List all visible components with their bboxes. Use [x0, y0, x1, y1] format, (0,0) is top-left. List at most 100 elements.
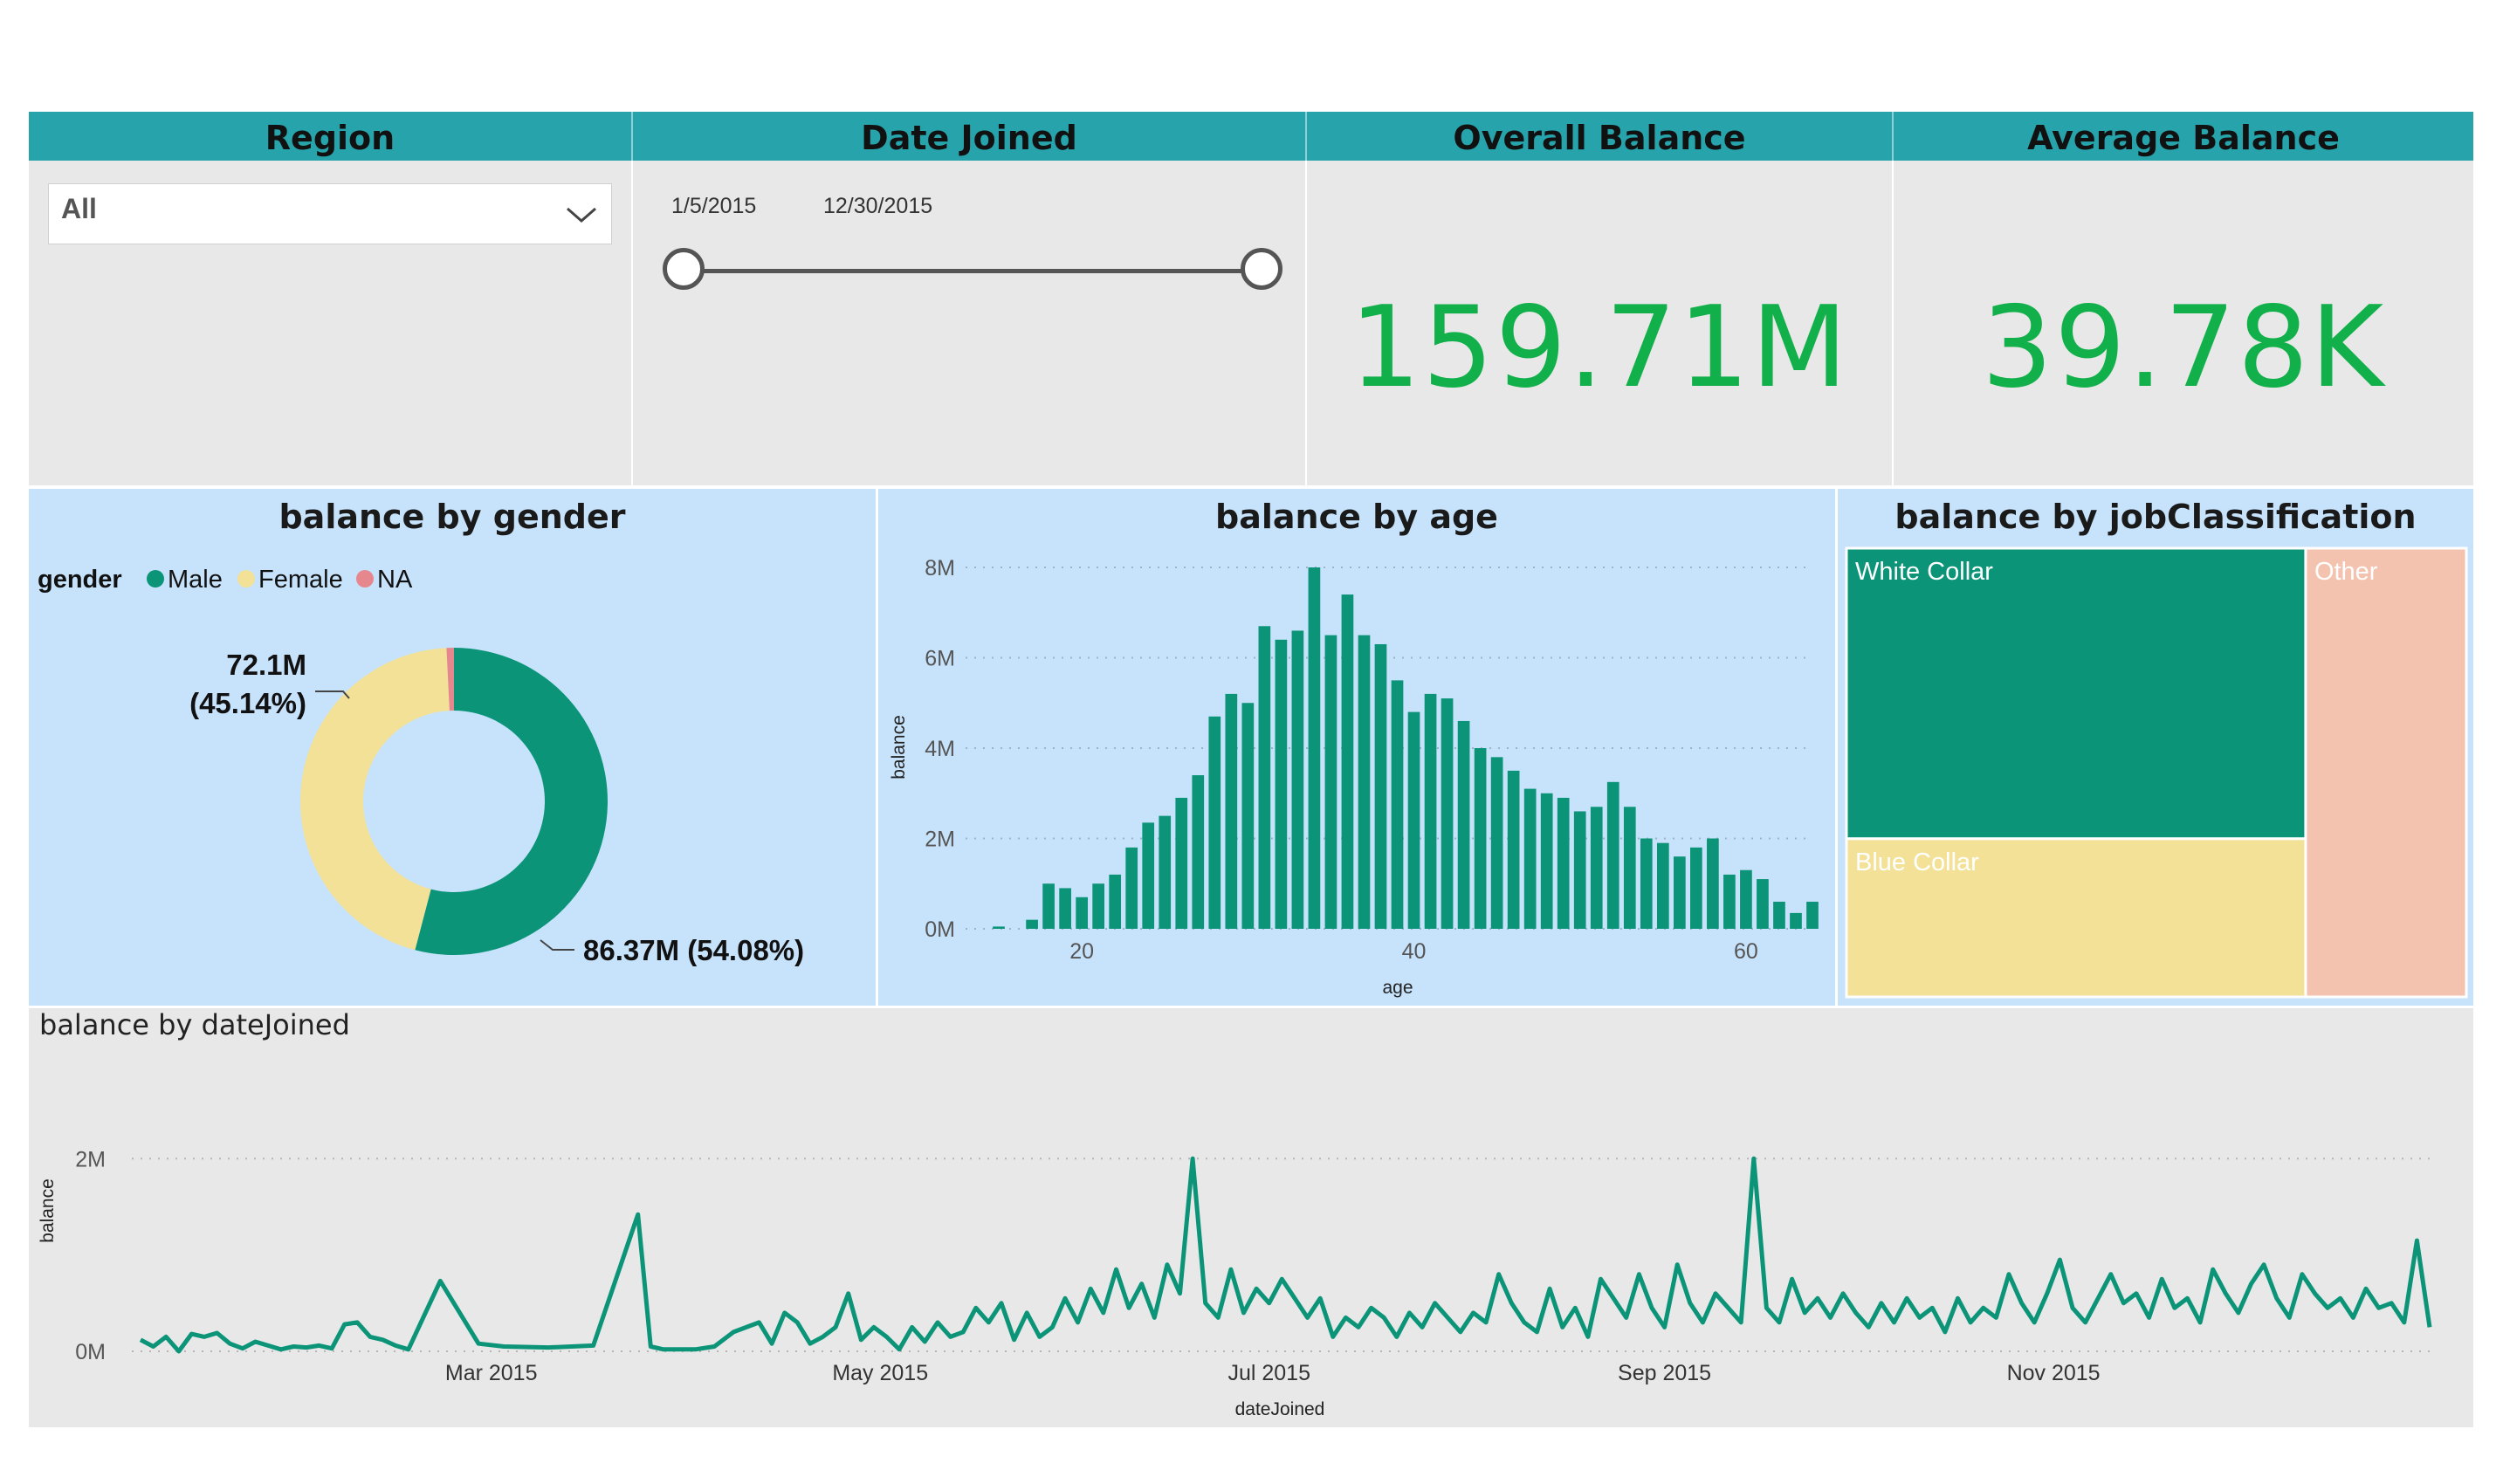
age-bar — [1790, 912, 1802, 929]
age-bar — [1490, 757, 1503, 929]
gender-chart-panel: balance by gender gender Male Female NA 86.3… — [29, 489, 876, 1006]
age-bar — [1656, 842, 1669, 929]
age-bar — [1707, 838, 1719, 929]
date-slider-end-handle[interactable] — [1241, 248, 1282, 290]
average-balance-value: 39.78K — [1981, 283, 2386, 413]
legend-item: NA — [377, 566, 413, 594]
legend-item: Female — [258, 566, 343, 594]
age-bar — [1573, 811, 1586, 929]
age-bar — [1341, 594, 1354, 929]
donut-slice-na — [446, 648, 454, 711]
job-chart: White Collar Blue Collar Other — [1845, 546, 2468, 999]
date-slider-start-handle[interactable] — [663, 248, 705, 290]
age-bar — [1192, 775, 1205, 929]
x-axis-label: dateJoined — [1235, 1399, 1325, 1419]
age-bar — [1225, 693, 1238, 929]
age-chart-title: balance by age — [1215, 498, 1498, 536]
age-bar — [1640, 838, 1653, 929]
y-axis-label: balance — [889, 715, 909, 780]
date-chart-title: balance by dateJoined — [39, 1008, 350, 1041]
age-bar — [1391, 680, 1404, 929]
age-bar — [1374, 643, 1387, 929]
legend-item: Male — [168, 566, 223, 594]
age-bar — [1125, 847, 1138, 929]
job-chart-title: balance by jobClassification — [1894, 498, 2417, 536]
treemap-label: Other — [2314, 558, 2378, 586]
age-bar — [1557, 797, 1570, 929]
y-axis-label: balance — [38, 1178, 58, 1243]
age-bar — [1092, 883, 1105, 929]
age-bar — [1757, 879, 1769, 929]
date-slider-track[interactable] — [687, 269, 1265, 273]
age-bar — [1523, 788, 1537, 929]
region-selected-value: All — [61, 193, 97, 224]
age-bar — [1623, 807, 1636, 929]
age-bar — [1806, 901, 1819, 929]
y-tick-label: 4M — [925, 737, 955, 761]
female-data-label-value: 72.1M — [226, 649, 306, 681]
date-chart-panel: balance by dateJoined 0M 2M Mar 2015 May 20… — [29, 1008, 2473, 1427]
age-bar — [1275, 639, 1288, 929]
chevron-down-icon[interactable] — [564, 202, 599, 228]
age-bar — [1441, 698, 1454, 929]
age-bar — [1407, 711, 1420, 929]
age-bar — [1241, 703, 1255, 929]
age-bar — [1457, 720, 1470, 929]
gender-chart: gender Male Female NA 86.37M (54.08%) 72.1M (4… — [38, 566, 804, 966]
overall-balance-panel: 159.71M — [1307, 161, 1892, 485]
age-bar — [1059, 888, 1071, 929]
age-bar — [1358, 635, 1371, 929]
age-bar — [1159, 815, 1172, 929]
treemap-label: White Collar — [1855, 558, 1993, 586]
y-tick-label: 6M — [925, 647, 955, 671]
age-bar — [1606, 781, 1619, 929]
age-bar — [1142, 822, 1155, 929]
treemap-cell-blue-collar — [1845, 837, 2307, 999]
age-chart: 0M 2M 4M 6M 8M 20 40 60 age balance — [889, 556, 1819, 998]
age-bar — [1540, 793, 1553, 929]
region-dropdown[interactable]: All — [48, 183, 612, 244]
age-bar — [1308, 567, 1321, 929]
age-bar — [1740, 869, 1752, 929]
date-end[interactable]: 12/30/2015 — [823, 194, 933, 218]
treemap-label: Blue Collar — [1855, 848, 1979, 876]
x-tick-label: 40 — [1402, 939, 1427, 964]
male-data-label: 86.37M (54.08%) — [583, 934, 804, 966]
balance-line — [139, 1156, 2432, 1354]
age-bar — [1175, 797, 1188, 929]
legend-marker — [237, 570, 255, 587]
x-tick-label: Jul 2015 — [1227, 1361, 1310, 1385]
x-tick-label: Nov 2015 — [2007, 1361, 2101, 1385]
age-bar — [1773, 901, 1785, 929]
date-panel: 1/5/2015 12/30/2015 — [633, 161, 1305, 485]
x-tick-label: 60 — [1734, 939, 1758, 964]
header-overall-balance: Overall Balance — [1453, 119, 1746, 157]
age-bar — [1291, 630, 1304, 929]
age-bar — [1026, 919, 1038, 929]
x-axis-label: age — [1382, 978, 1413, 998]
age-bar — [1109, 874, 1122, 929]
age-bar — [1673, 856, 1686, 929]
age-bar — [1324, 635, 1337, 929]
job-chart-panel: balance by jobClassification White Colla… — [1838, 489, 2473, 1006]
header-date-joined: Date Joined — [861, 119, 1077, 157]
age-bar — [1723, 874, 1736, 929]
y-tick-label: 8M — [925, 556, 955, 581]
y-tick-label: 0M — [925, 917, 955, 942]
header-bar: Region Date Joined Overall Balance Avera… — [29, 112, 2473, 161]
age-bar — [993, 926, 1005, 929]
legend-title: gender — [38, 566, 122, 594]
age-bar — [1042, 883, 1055, 929]
age-bar — [1258, 626, 1271, 929]
date-start[interactable]: 1/5/2015 — [671, 194, 757, 218]
age-bar — [1208, 716, 1221, 929]
overall-balance-value: 159.71M — [1349, 283, 1850, 413]
age-bar — [1690, 847, 1702, 929]
gender-chart-title: balance by gender — [278, 498, 626, 536]
leader-line — [315, 690, 350, 699]
header-average-balance: Average Balance — [2027, 119, 2340, 157]
average-balance-panel: 39.78K — [1894, 161, 2473, 485]
x-tick-label: 20 — [1069, 939, 1094, 964]
x-tick-label: May 2015 — [832, 1361, 928, 1385]
female-data-label-pct: (45.14%) — [189, 687, 306, 719]
